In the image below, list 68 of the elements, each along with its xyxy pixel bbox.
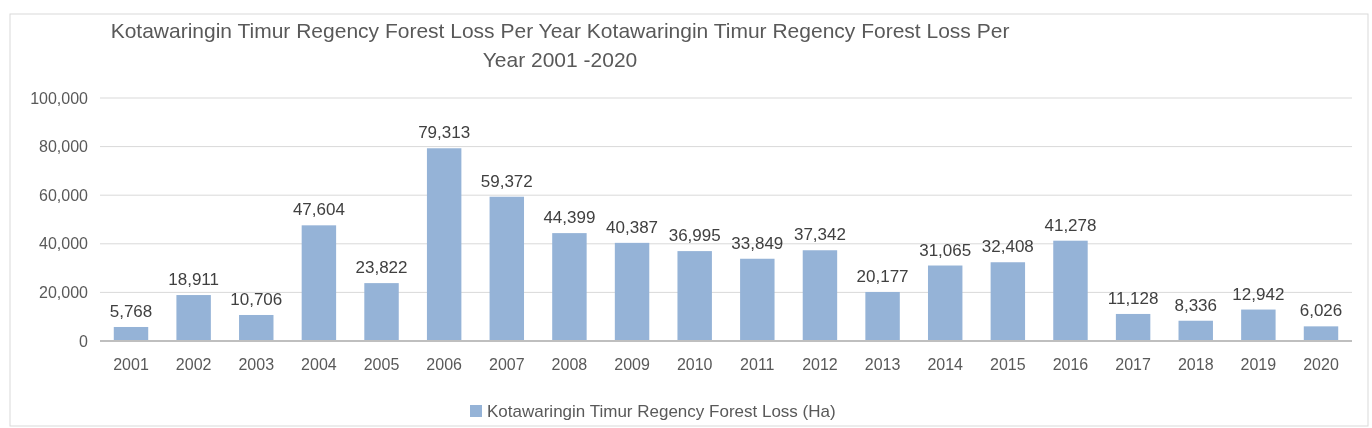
x-tick-label: 2020 xyxy=(1303,356,1339,373)
legend-label: Kotawaringin Timur Regency Forest Loss (Ha) xyxy=(487,401,836,421)
data-label: 59,372 xyxy=(480,171,533,191)
data-label: 20,177 xyxy=(856,266,909,286)
bar xyxy=(1241,309,1276,341)
bar xyxy=(802,250,838,341)
x-tick-label: 2017 xyxy=(1115,356,1151,373)
data-label: 47,604 xyxy=(292,200,345,220)
bar xyxy=(1178,320,1213,341)
data-label: 79,313 xyxy=(418,123,471,143)
bar xyxy=(1303,326,1339,341)
data-label: 8,336 xyxy=(1174,295,1218,315)
chart-title: Kotawaringin Timur Regency Forest Loss Per Year Kotawaringin Timur Regency Forest Loss Per Year 2001 -2020 xyxy=(110,19,1010,71)
x-tick-label: 2015 xyxy=(990,356,1026,373)
bar xyxy=(740,258,775,341)
bar xyxy=(990,262,1026,341)
data-label: 31,065 xyxy=(919,240,972,260)
x-tick-label: 2011 xyxy=(740,356,775,373)
x-tick-label: 2018 xyxy=(1177,356,1214,373)
bar xyxy=(239,314,274,341)
bar xyxy=(1115,313,1151,341)
data-label: 41,278 xyxy=(1044,215,1097,235)
y-tick-label: 60,000 xyxy=(39,186,89,204)
x-tick-label: 2008 xyxy=(551,356,588,373)
x-tick-label: 2009 xyxy=(614,356,650,373)
x-tick-label: 2005 xyxy=(363,356,400,373)
x-tick-label: 2013 xyxy=(864,356,901,373)
data-label: 18,911 xyxy=(168,270,219,290)
x-tick-label: 2004 xyxy=(301,356,337,373)
x-tick-label: 2010 xyxy=(676,356,713,373)
y-tick-label: 20,000 xyxy=(39,284,89,301)
bar xyxy=(927,265,963,341)
bar xyxy=(677,251,712,341)
x-tick-label: 2002 xyxy=(175,356,212,373)
x-tick-label: 2014 xyxy=(927,356,964,373)
y-tick-label: 100,000 xyxy=(30,89,89,107)
bar xyxy=(489,196,525,341)
bar xyxy=(176,295,211,341)
bar xyxy=(1053,240,1088,341)
x-tick-label: 2003 xyxy=(238,356,275,373)
bar xyxy=(364,283,399,341)
x-tick-label: 2016 xyxy=(1052,356,1089,373)
x-tick-label: 2019 xyxy=(1240,356,1277,373)
data-label: 23,822 xyxy=(355,258,408,278)
data-label: 33,849 xyxy=(731,233,784,253)
y-tick-label: 80,000 xyxy=(39,138,89,156)
data-label: 44,399 xyxy=(543,208,596,228)
data-label: 5,768 xyxy=(109,301,153,321)
bar xyxy=(552,233,587,341)
bar xyxy=(865,291,900,341)
data-label: 40,387 xyxy=(606,217,659,237)
y-tick-label: 40,000 xyxy=(39,235,89,253)
x-tick-label: 2001 xyxy=(113,356,149,373)
data-label: 37,342 xyxy=(793,225,846,245)
y-tick-label: 0 xyxy=(79,332,89,350)
data-label: 11,128 xyxy=(1107,288,1159,308)
bar xyxy=(301,225,337,341)
bar xyxy=(113,326,149,341)
x-tick-label: 2012 xyxy=(802,356,838,373)
data-label: 32,408 xyxy=(981,237,1034,257)
data-label: 12,942 xyxy=(1232,284,1285,304)
x-tick-label: 2007 xyxy=(488,356,525,373)
x-tick-label: 2006 xyxy=(426,356,463,373)
data-label: 10,706 xyxy=(230,289,283,309)
bar xyxy=(614,242,650,341)
data-label: 6,026 xyxy=(1299,301,1343,321)
bar xyxy=(426,148,462,341)
data-label: 36,995 xyxy=(668,226,721,246)
